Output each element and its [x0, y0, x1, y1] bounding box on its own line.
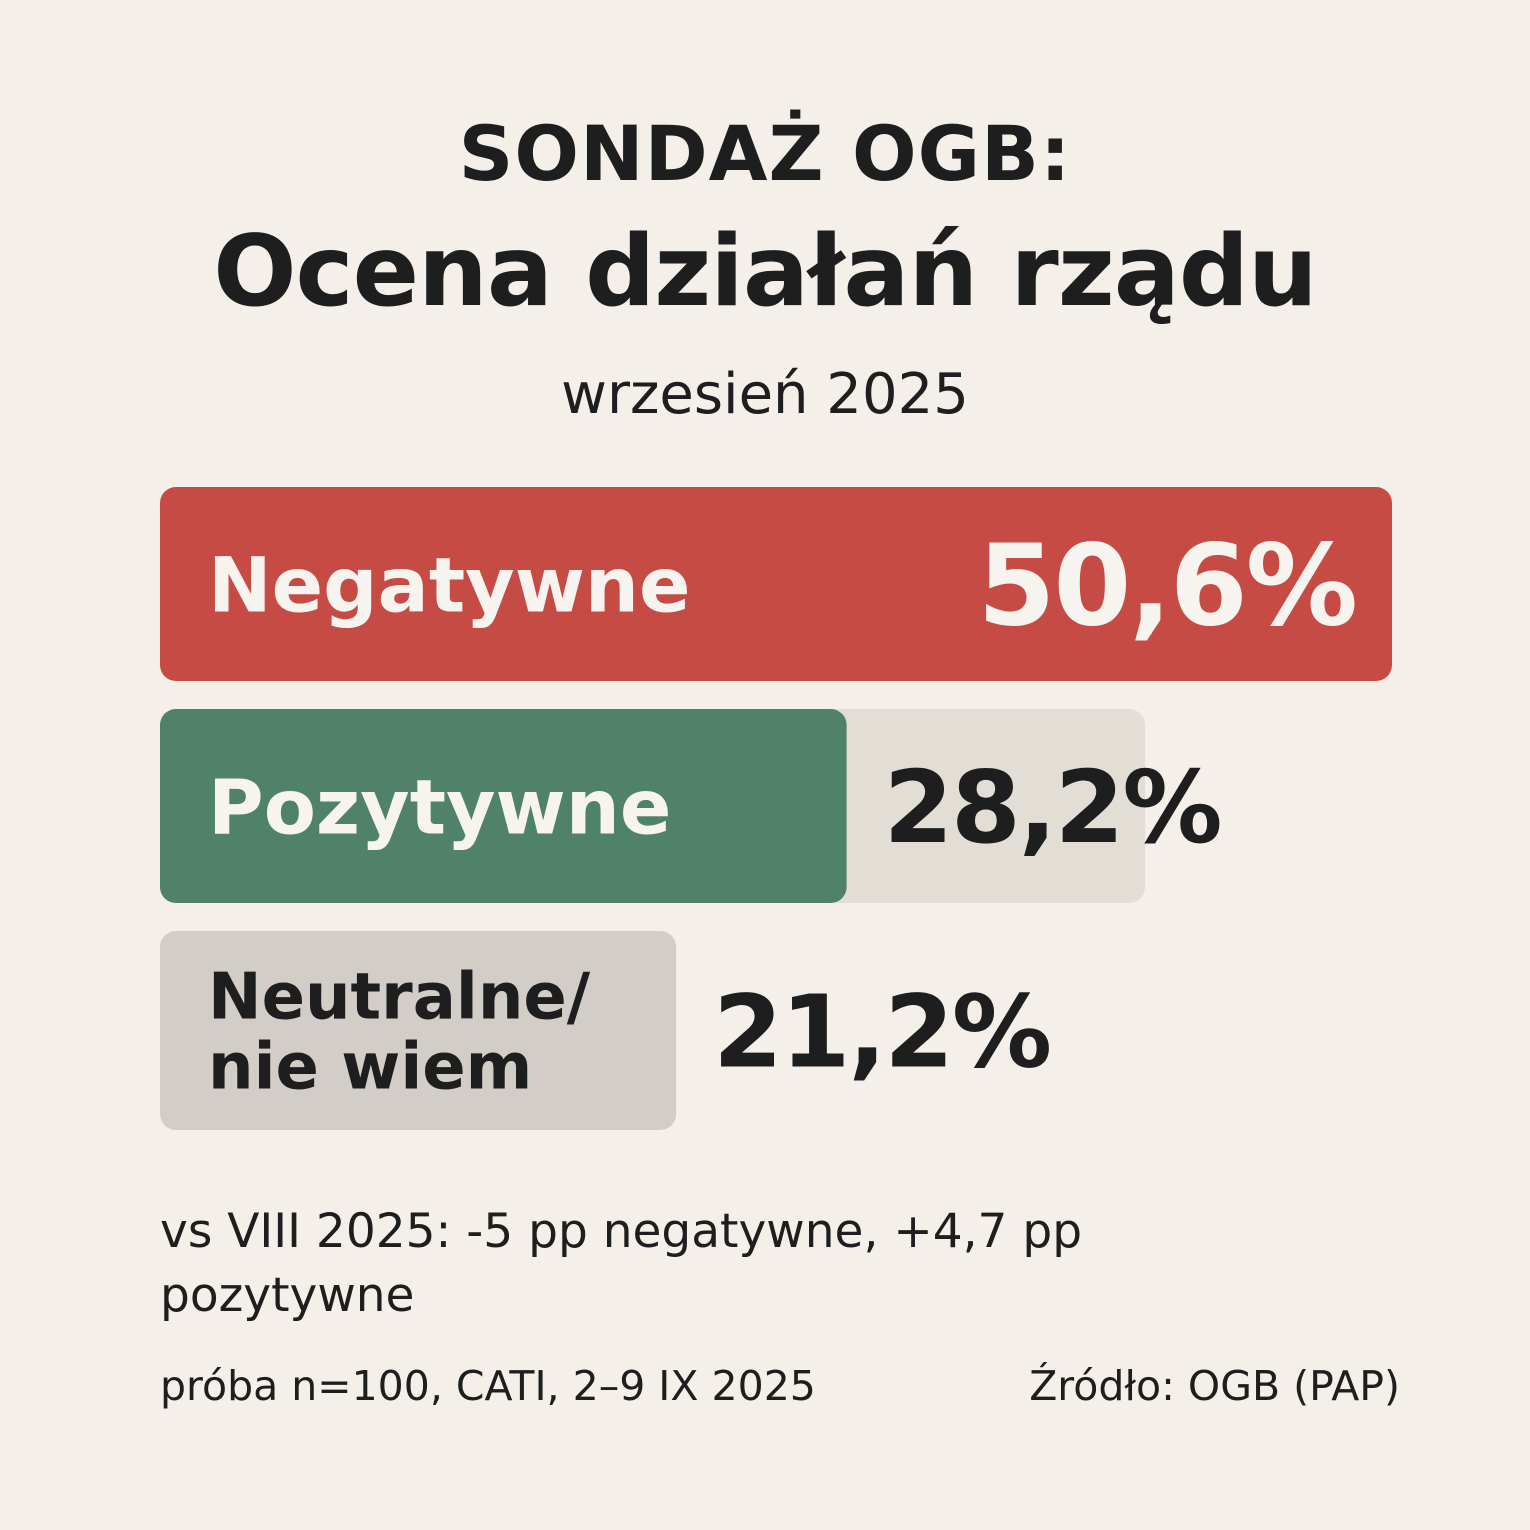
chart-title: Ocena działań rządu: [213, 215, 1318, 329]
chart-subtitle: wrzesień 2025: [561, 362, 969, 427]
value-label-neutralne-nie-wiem: 21,2%: [713, 974, 1050, 1091]
value-label-negatywne: 50,6%: [977, 521, 1356, 651]
kicker: SONDAŻ OGB:: [458, 109, 1072, 198]
bar-neutralne-nie-wiem: [160, 931, 677, 1130]
sample-info: próba n=100, CATI, 2–9 IX 2025: [160, 1362, 816, 1410]
bar-negatywne: [160, 487, 1392, 681]
comparison-note: vs VIII 2025: -5 pp negatywne, +4,7 pp p…: [160, 1204, 1083, 1323]
bar-pozytywne: [160, 709, 847, 903]
category-label-pozytywne: Pozytywne: [208, 762, 671, 851]
category-label-negatywne: Negatywne: [208, 540, 691, 629]
category-label-neutralne-nie-wiem: Neutralne/nie wiem: [208, 961, 591, 1105]
source-info: Źródło: OGB (PAP): [1029, 1362, 1400, 1410]
footer: próba n=100, CATI, 2–9 IX 2025 Źródło: O…: [160, 1356, 1400, 1416]
value-label-pozytywne: 28,2%: [884, 749, 1221, 866]
